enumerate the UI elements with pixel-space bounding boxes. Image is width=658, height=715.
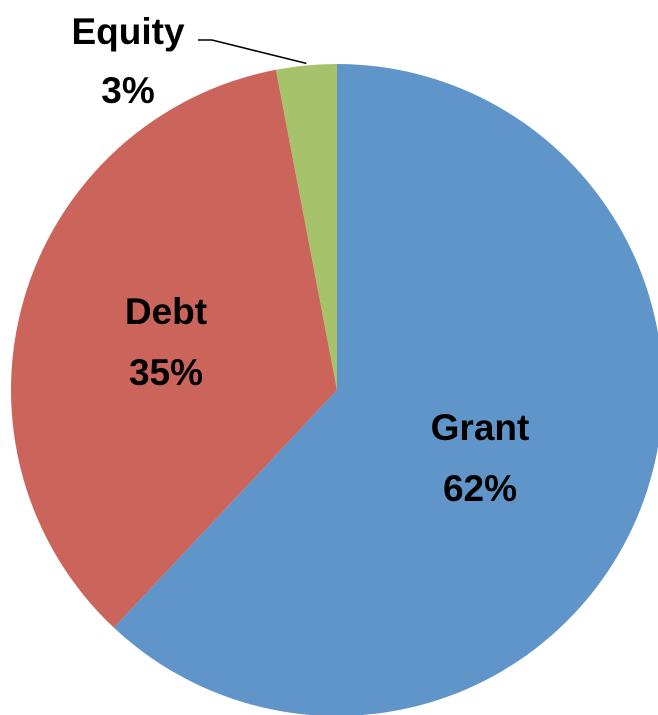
slice-percent-debt: 35%	[129, 352, 203, 393]
pie-slices	[11, 64, 658, 715]
slice-label-equity: Equity 3%	[71, 11, 184, 111]
leader-lines	[198, 39, 307, 65]
slice-labels: Grant 62% Debt 35% Equity 3%	[71, 11, 529, 509]
slice-equity	[275, 64, 337, 390]
leader-line-equity	[198, 39, 307, 65]
slice-debt	[11, 69, 337, 628]
slice-label-debt: Debt 35%	[125, 291, 207, 393]
slice-name-debt: Debt	[125, 291, 207, 332]
slice-percent-equity: 3%	[101, 70, 154, 111]
slice-grant	[113, 64, 658, 715]
slice-name-equity: Equity	[71, 11, 184, 52]
slice-label-grant: Grant 62%	[431, 407, 530, 509]
slice-name-grant: Grant	[431, 407, 530, 448]
slice-percent-grant: 62%	[443, 468, 517, 509]
